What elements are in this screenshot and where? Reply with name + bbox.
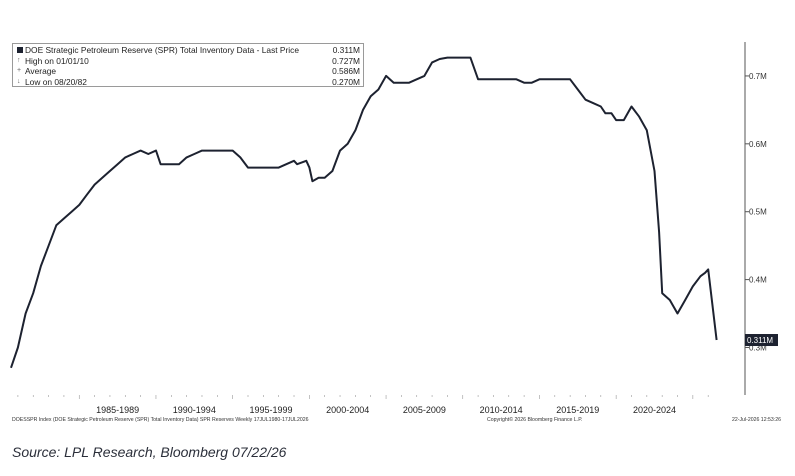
legend-high-value: 0.727M bbox=[332, 55, 360, 66]
x-tick-label: 1985-1989 bbox=[96, 405, 139, 415]
legend-title: DOE Strategic Petroleum Reserve (SPR) To… bbox=[25, 45, 299, 55]
legend-high-row: ↑ High on 01/01/10 0.727M bbox=[17, 56, 360, 67]
footer-timestamp: 22-Jul-2026 12:53:26 bbox=[731, 417, 781, 423]
legend-low-value: 0.270M bbox=[332, 76, 360, 87]
y-tick-label: 0.5M bbox=[749, 208, 767, 217]
y-tick-label: 0.6M bbox=[749, 140, 767, 149]
last-price-label: 0.311M bbox=[747, 336, 773, 345]
legend-average-row: + Average 0.586M bbox=[17, 66, 360, 77]
legend-title-value: 0.311M bbox=[332, 45, 360, 55]
last-price-marker: 0.311M bbox=[745, 334, 778, 347]
arrow-down-icon: ↓ bbox=[17, 77, 21, 85]
source-note: Source: LPL Research, Bloomberg 07/22/26 bbox=[12, 444, 287, 460]
y-axis: 0.3M 0.4M 0.5M 0.6M 0.7M bbox=[745, 72, 767, 352]
x-axis: 1985-1989 1990-1994 1995-1999 2000-2004 2005… bbox=[17, 395, 709, 415]
y-tick-label: 0.3M bbox=[749, 343, 767, 352]
legend-low-row: ↓ Low on 08/20/82 0.270M bbox=[17, 77, 360, 88]
last-price-box bbox=[745, 334, 778, 347]
x-tick-label: 2005-2009 bbox=[403, 405, 446, 415]
legend-low-label: Low on 08/20/82 bbox=[25, 76, 87, 87]
series-line bbox=[10, 56, 718, 369]
x-tick-label: 1995-1999 bbox=[249, 405, 292, 415]
x-tick-label: 2015-2019 bbox=[556, 405, 599, 415]
legend: DOE Strategic Petroleum Reserve (SPR) To… bbox=[12, 43, 364, 87]
x-tick-label: 1990-1994 bbox=[173, 405, 216, 415]
x-tick-label: 2010-2014 bbox=[480, 405, 523, 415]
footer-copyright: Copyright© 2026 Bloomberg Finance L.P. bbox=[487, 417, 583, 423]
plus-icon: + bbox=[17, 67, 22, 74]
legend-average-value: 0.586M bbox=[332, 66, 360, 76]
legend-high-label: High on 01/01/10 bbox=[25, 55, 89, 66]
y-tick-label: 0.4M bbox=[749, 276, 767, 285]
series-swatch-icon bbox=[17, 47, 23, 54]
x-tick-label: 2000-2004 bbox=[326, 405, 369, 415]
arrow-up-icon: ↑ bbox=[17, 56, 21, 64]
legend-average-label: Average bbox=[25, 66, 57, 76]
y-tick-label: 0.7M bbox=[749, 72, 767, 81]
x-tick-label: 2020-2024 bbox=[633, 405, 676, 415]
legend-title-row: DOE Strategic Petroleum Reserve (SPR) To… bbox=[17, 45, 360, 56]
footer-index-note: DOESSPR Index (DOE Strategic Petroleum R… bbox=[12, 417, 309, 423]
